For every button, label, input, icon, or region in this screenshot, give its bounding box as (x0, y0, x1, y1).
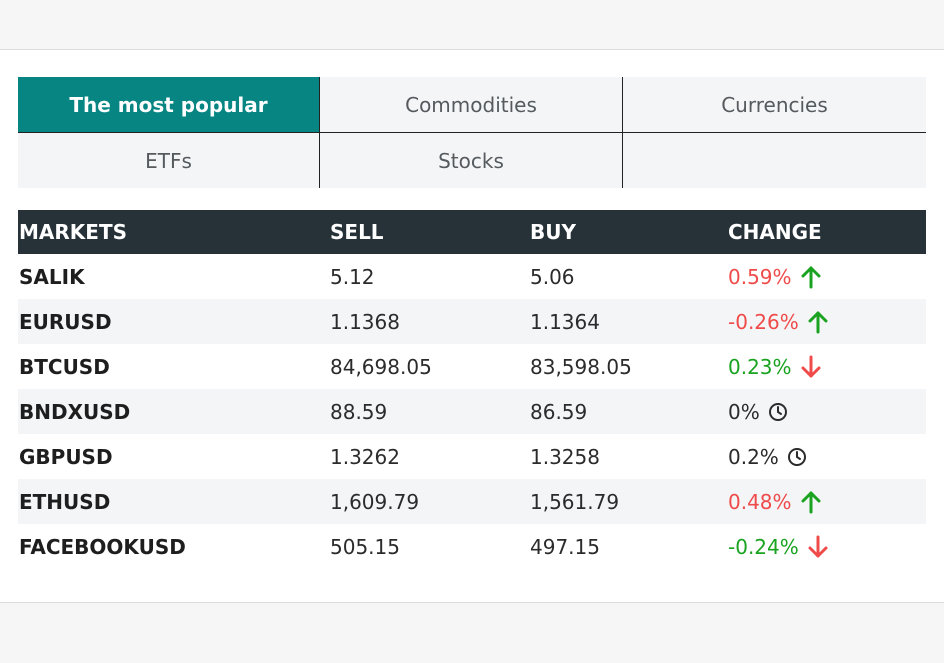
sell-price[interactable]: 5.12 (330, 264, 375, 289)
market-name[interactable]: SALIK (19, 264, 85, 289)
table-row-gbpusd[interactable]: GBPUSD 1.3262 1.3258 0.2% (18, 434, 926, 479)
sell-price[interactable]: 1,609.79 (330, 489, 420, 514)
change-cell: -0.26% (728, 299, 829, 344)
change-cell: 0.23% (728, 344, 822, 389)
bottom-band (0, 602, 944, 663)
header-markets: MARKETS (19, 220, 127, 244)
change-value: 0.48% (728, 489, 792, 514)
market-name[interactable]: BTCUSD (19, 354, 110, 379)
change-value: 0% (728, 399, 760, 424)
change-cell: -0.24% (728, 524, 829, 569)
tab-commodities[interactable]: Commodities (405, 92, 537, 117)
table-row-facebookusd[interactable]: FACEBOOKUSD 505.15 497.15 -0.24% (18, 524, 926, 569)
arrow-down-icon (800, 355, 822, 379)
table-header: MARKETS SELL BUY CHANGE (18, 210, 926, 254)
markets-table: MARKETS SELL BUY CHANGE SALIK 5.12 5.06 … (18, 210, 926, 569)
clock-icon (787, 447, 807, 467)
tab-divider (622, 77, 623, 188)
change-cell: 0% (728, 389, 788, 434)
clock-icon (768, 402, 788, 422)
table-row-salik[interactable]: SALIK 5.12 5.06 0.59% (18, 254, 926, 299)
tab-etfs[interactable]: ETFs (145, 148, 192, 173)
buy-price[interactable]: 86.59 (530, 399, 588, 424)
sell-price[interactable]: 505.15 (330, 534, 400, 559)
sell-price[interactable]: 88.59 (330, 399, 388, 424)
tab-divider (319, 77, 320, 188)
change-value: -0.26% (728, 309, 799, 334)
table-row-btcusd[interactable]: BTCUSD 84,698.05 83,598.05 0.23% (18, 344, 926, 389)
buy-price[interactable]: 83,598.05 (530, 354, 632, 379)
market-name[interactable]: GBPUSD (19, 444, 113, 469)
sell-price[interactable]: 1.1368 (330, 309, 400, 334)
arrow-up-icon (807, 310, 829, 334)
tab-divider (18, 132, 926, 133)
table-row-eurusd[interactable]: EURUSD 1.1368 1.1364 -0.26% (18, 299, 926, 344)
table-row-bndxusd[interactable]: BNDXUSD 88.59 86.59 0% (18, 389, 926, 434)
buy-price[interactable]: 5.06 (530, 264, 575, 289)
sell-price[interactable]: 84,698.05 (330, 354, 432, 379)
change-value: 0.59% (728, 264, 792, 289)
arrow-up-icon (800, 490, 822, 514)
header-buy: BUY (530, 220, 576, 244)
change-cell: 0.59% (728, 254, 822, 299)
tab-most-popular[interactable]: The most popular (18, 77, 319, 132)
change-cell: 0.48% (728, 479, 822, 524)
buy-price[interactable]: 1,561.79 (530, 489, 620, 514)
top-band (0, 0, 944, 50)
buy-price[interactable]: 1.1364 (530, 309, 600, 334)
market-name[interactable]: FACEBOOKUSD (19, 534, 186, 559)
header-change: CHANGE (728, 220, 822, 244)
header-sell: SELL (330, 220, 384, 244)
market-tabs: The most popular Commodities Currencies … (18, 77, 926, 188)
table-row-ethusd[interactable]: ETHUSD 1,609.79 1,561.79 0.48% (18, 479, 926, 524)
change-value: 0.2% (728, 444, 779, 469)
arrow-up-icon (800, 265, 822, 289)
arrow-down-icon (807, 535, 829, 559)
market-name[interactable]: BNDXUSD (19, 399, 131, 424)
tab-stocks[interactable]: Stocks (438, 148, 504, 173)
sell-price[interactable]: 1.3262 (330, 444, 400, 469)
change-value: 0.23% (728, 354, 792, 379)
market-name[interactable]: EURUSD (19, 309, 112, 334)
buy-price[interactable]: 1.3258 (530, 444, 600, 469)
change-cell: 0.2% (728, 434, 807, 479)
table-body: SALIK 5.12 5.06 0.59% EURUSD 1.1368 1.13… (18, 254, 926, 569)
tab-currencies[interactable]: Currencies (721, 92, 828, 117)
change-value: -0.24% (728, 534, 799, 559)
market-name[interactable]: ETHUSD (19, 489, 111, 514)
buy-price[interactable]: 497.15 (530, 534, 600, 559)
